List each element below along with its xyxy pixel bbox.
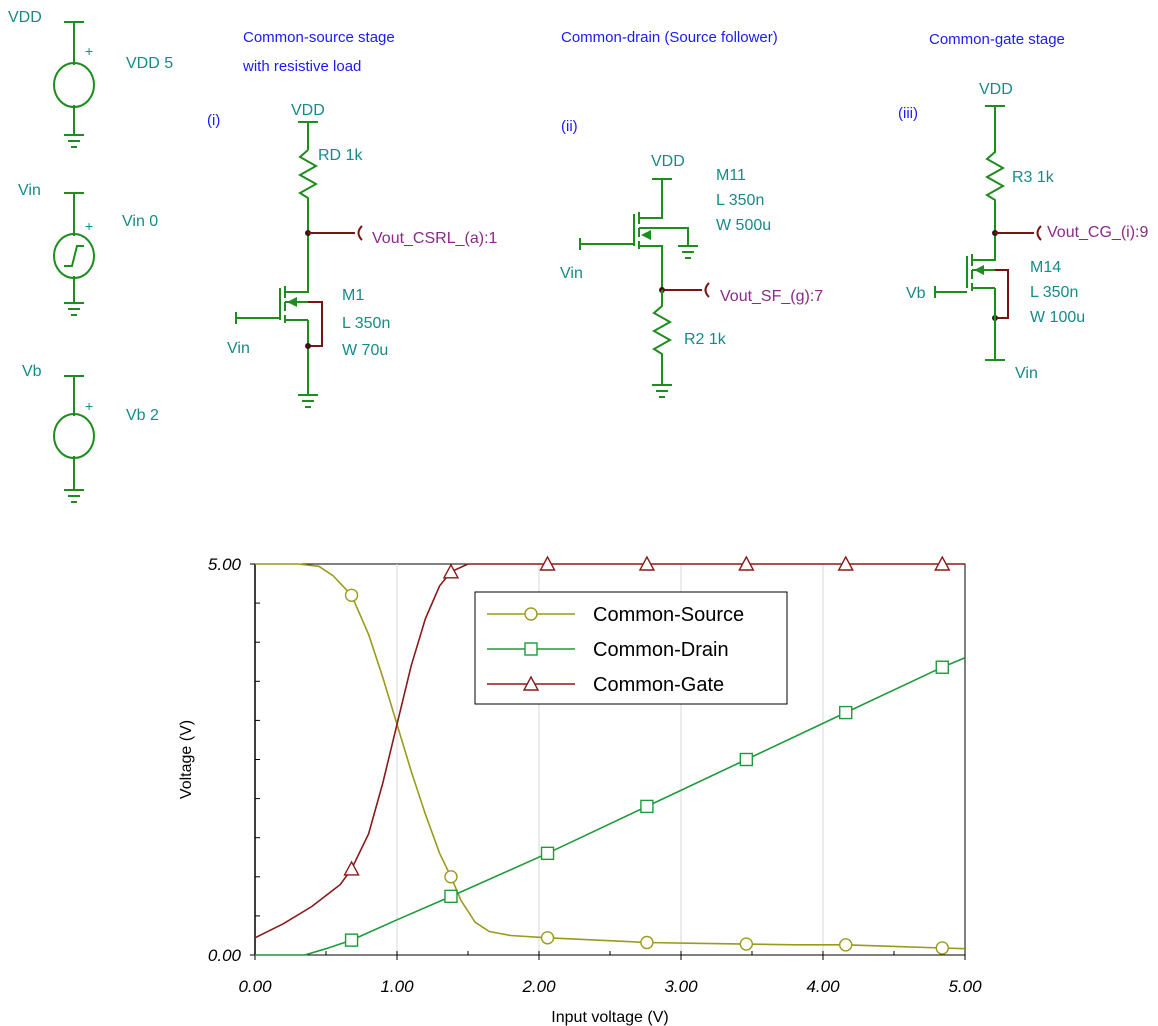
vin-source-node-label: Vin: [18, 182, 41, 199]
vin-source-label: Vin 0: [122, 213, 158, 230]
chart-point-marker: [540, 931, 555, 945]
chart-point-marker: [344, 933, 359, 947]
legend-label: Common-Drain: [593, 639, 729, 661]
chart-series-common-source: [255, 563, 966, 955]
circuit-common-drain: Common-drain (Source follower) (ii) VDD …: [560, 29, 823, 398]
cd-mosfet-l: L 350n: [716, 192, 764, 209]
chart-point-marker: [738, 555, 755, 571]
cs-mosfet-name: M1: [342, 287, 364, 304]
cd-mosfet-name: M11: [716, 167, 746, 184]
chart-point-marker: [638, 555, 656, 571]
chart-legend: Common-Source Common-Drain Common-Gate: [474, 591, 788, 705]
vb-source-label: Vb 2: [126, 407, 159, 424]
nmos-icon: [966, 105, 1006, 291]
cd-vdd-label: VDD: [651, 153, 685, 170]
vin-source[interactable]: Vin + Vin 0: [18, 182, 158, 316]
cd-input-label: Vin: [560, 265, 583, 282]
cs-resistor-label: RD 1k: [318, 147, 363, 164]
chart-point-marker: [935, 941, 949, 955]
cg-mosfet-w: W 100u: [1030, 309, 1085, 326]
vb-source-node-label: Vb: [22, 363, 42, 380]
circuit-common-source: Common-source stage with resistive load …: [207, 29, 498, 408]
nmos-icon: [633, 178, 698, 290]
chart-point-marker: [444, 870, 458, 884]
legend-marker: [524, 607, 538, 621]
chart-point-marker: [444, 889, 458, 904]
cs-heading-line2: with resistive load: [242, 58, 361, 75]
chart-series-line: [255, 657, 966, 956]
cg-mosfet-l: L 350n: [1030, 284, 1078, 301]
chart-series-common-gate: [254, 555, 965, 939]
cd-tag: (ii): [561, 118, 578, 135]
vdd-source-node-label: VDD: [8, 9, 42, 26]
chart-x-tick-label: 5.00: [948, 977, 982, 996]
chart-point-marker: [739, 752, 754, 767]
chart-y-tick-label: 5.00: [208, 555, 242, 574]
chart-point-marker: [540, 846, 555, 861]
chart-y-tick-label: 0.00: [208, 946, 242, 965]
cg-heading: Common-gate stage: [929, 31, 1065, 48]
vdd-polarity-mark: +: [85, 43, 93, 59]
cs-input-label: Vin: [227, 340, 250, 357]
chart-point-marker: [344, 588, 359, 602]
legend-marker: [522, 675, 540, 691]
vin-polarity-mark: +: [85, 218, 93, 234]
nmos-icon: [279, 278, 309, 323]
cg-vdd-label: VDD: [979, 81, 1013, 98]
cg-output-label: Vout_CG_(i):9: [1047, 224, 1148, 241]
cd-resistor-label: R2 1k: [684, 331, 727, 348]
cg-input-label: Vin: [1015, 365, 1038, 382]
chart-series-common-drain: [255, 657, 966, 956]
chart-series-layer: [254, 555, 966, 956]
cd-mosfet-w: W 500u: [716, 217, 771, 234]
chart-point-marker: [934, 555, 951, 571]
chart-point-marker: [837, 555, 854, 571]
cs-heading-line1: Common-source stage: [243, 29, 395, 46]
cg-tag: (iii): [898, 105, 918, 122]
chart-point-marker: [739, 937, 754, 951]
chart-x-tick-label: 0.00: [238, 977, 272, 996]
step-source-icon: [53, 233, 95, 279]
chart-series-line: [255, 563, 966, 950]
cs-vdd-label: VDD: [291, 102, 325, 119]
chart-x-axis-label: Input voltage (V): [551, 1009, 668, 1026]
chart-x-tick-label: 1.00: [380, 977, 414, 996]
chart-x-tick-label: 3.00: [664, 977, 698, 996]
dc-source-icon: [53, 413, 95, 459]
vdd-source-label: VDD 5: [126, 55, 173, 72]
chart-axes: 0.00 1.00 2.00 3.00 4.00 5.00 0.00 5.00: [208, 555, 982, 996]
cg-resistor-label: R3 1k: [1012, 169, 1055, 186]
chart-point-marker: [640, 799, 654, 814]
chart-x-tick-label: 4.00: [806, 977, 840, 996]
dc-source-icon: [53, 62, 95, 108]
legend-marker: [524, 642, 538, 656]
cs-mosfet-w: W 70u: [342, 342, 388, 359]
cg-bias-label: Vb: [906, 285, 926, 302]
chart-point-marker: [839, 938, 853, 952]
chart-point-marker: [343, 860, 360, 876]
cd-output-label: Vout_SF_(g):7: [720, 288, 823, 305]
cd-heading: Common-drain (Source follower): [561, 29, 778, 46]
chart-point-marker: [640, 935, 654, 950]
chart-point-marker: [935, 660, 949, 674]
chart-point-marker: [539, 555, 556, 571]
legend-label: Common-Source: [593, 604, 744, 626]
chart-x-tick-label: 2.00: [521, 977, 556, 996]
legend-label: Common-Gate: [593, 674, 724, 696]
cg-mosfet-name: M14: [1030, 259, 1061, 276]
vdd-source[interactable]: VDD + VDD 5: [8, 9, 173, 148]
vb-polarity-mark: +: [85, 398, 93, 414]
circuit-common-gate: Common-gate stage (iii) VDD R3 1k Vout_C…: [898, 31, 1148, 382]
cs-tag: (i): [207, 112, 220, 129]
chart-y-axis-label: Voltage (V): [178, 720, 195, 799]
chart-point-marker: [442, 563, 460, 579]
cs-mosfet-l: L 350n: [342, 315, 390, 332]
vb-source[interactable]: Vb + Vb 2: [22, 363, 159, 503]
cs-output-label: Vout_CSRL_(a):1: [372, 230, 498, 247]
transfer-characteristic-chart: 0.00 1.00 2.00 3.00 4.00 5.00 0.00 5.00 Input v…: [178, 555, 982, 1026]
chart-point-marker: [839, 705, 853, 720]
